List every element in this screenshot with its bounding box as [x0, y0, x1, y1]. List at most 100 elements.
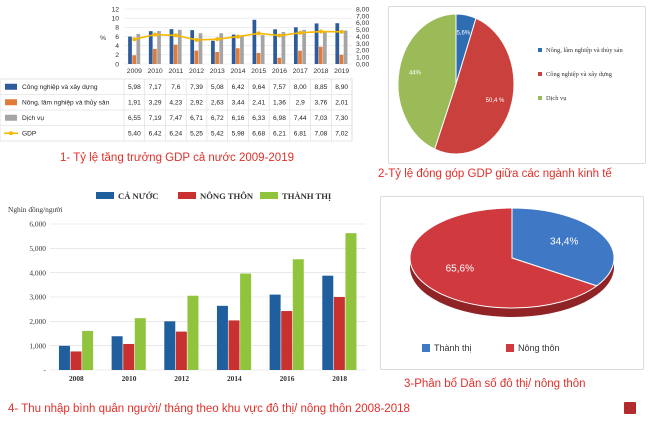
table-cell-value: 6,16: [232, 115, 245, 122]
legend-label: Dịch vụ: [546, 95, 567, 102]
bar: [335, 23, 340, 64]
gdp-point: [298, 30, 303, 35]
table-cell-value: 6,72: [211, 115, 224, 122]
x-tick-label: 2019: [334, 68, 349, 75]
x-tick-label: 2016: [272, 68, 287, 75]
y2-tick-label: 7,00: [356, 13, 369, 20]
caption-sector-contribution: 2-Tỷ lệ đóng góp GDP giữa các ngành kinh…: [378, 168, 612, 180]
table-cell-value: 7,08: [314, 131, 327, 138]
population-distribution-pie: 34,4% 65,6% Thành thị Nông thôn: [409, 207, 615, 353]
pie-slice-label: 65,6%: [446, 264, 474, 275]
x-tick-label: 2010: [122, 374, 137, 383]
bar: [228, 320, 240, 370]
bar: [215, 51, 219, 64]
caption-income: 4- Thu nhập bình quân người/ tháng theo …: [8, 403, 410, 415]
bar: [194, 50, 199, 64]
bar: [281, 32, 286, 64]
table-cell-value: 6,42: [232, 84, 245, 91]
gdp-point: [277, 33, 282, 38]
bar: [333, 297, 345, 370]
table-cell-value: 8,85: [314, 84, 327, 91]
table-cell-value: 6,55: [128, 115, 141, 122]
bar: [343, 30, 348, 65]
bar: [281, 311, 293, 370]
table-cell-value: 5,98: [128, 84, 141, 91]
legend-series-name: Nông, lâm nghiệp và thủy sản: [22, 99, 110, 107]
table-cell-value: 6,98: [273, 115, 286, 122]
pie-slice: [434, 17, 515, 155]
gdp-point: [194, 37, 199, 43]
legend-label: CẢ NƯỚC: [118, 191, 159, 201]
x-tick-label: 2008: [69, 374, 84, 383]
table-cell-value: 6,42: [149, 131, 162, 138]
bar: [260, 34, 265, 64]
x-tick-label: 2016: [280, 374, 295, 383]
table-cell-value: 7,44: [294, 115, 307, 122]
x-tick-label: 2009: [127, 68, 142, 75]
bar: [198, 33, 203, 64]
pie-slice-label: 34,4%: [550, 236, 578, 247]
table-cell-value: 7,02: [335, 131, 348, 138]
bar: [235, 48, 240, 64]
y-tick-label: 4,000: [29, 268, 46, 277]
y-tick-label: -: [44, 366, 47, 375]
bar: [292, 259, 304, 370]
bar: [314, 23, 319, 64]
x-tick-label: 2015: [251, 68, 266, 75]
table-cell-value: 6,71: [190, 115, 203, 122]
gdp-point: [173, 33, 178, 38]
bar: [219, 33, 224, 64]
bar: [136, 33, 141, 64]
bar: [177, 29, 182, 64]
x-tick-label: 2011: [169, 68, 184, 75]
bar: [58, 345, 70, 370]
bar: [123, 343, 135, 370]
table-cell-value: 7,30: [335, 115, 348, 122]
table-cell-value: 5,40: [128, 131, 141, 138]
table-cell-value: 2,63: [211, 100, 224, 107]
table-cell-value: 9,64: [252, 84, 265, 91]
bar: [175, 331, 187, 370]
table-cell-value: 6,21: [273, 131, 286, 138]
caption-gdp-growth: 1- Tỷ lệ tăng trưởng GDP cả nước 2009-20…: [60, 152, 294, 164]
bar: [302, 29, 306, 64]
legend-series-name: Dịch vụ: [22, 115, 44, 122]
x-tick-label: 2014: [230, 68, 245, 75]
gdp-point: [215, 37, 220, 42]
bar: [134, 318, 146, 370]
y-tick-label: 2: [115, 52, 119, 59]
gdp-point: [235, 34, 241, 39]
y2-tick-label: 6,00: [356, 20, 369, 27]
bar: [269, 294, 281, 370]
y-axis-label: Nghìn đồng/người: [8, 205, 63, 214]
pie-slice: [397, 13, 457, 150]
x-tick-label: 2013: [210, 68, 225, 75]
x-tick-label: 2018: [313, 68, 328, 75]
legend-key-swatch: [5, 99, 17, 106]
bar: [187, 295, 199, 370]
bar: [322, 275, 334, 370]
x-tick-label: 2014: [227, 374, 242, 383]
legend-key-marker: [9, 131, 13, 136]
pie-slice-label: 5,6%: [456, 30, 470, 36]
bar: [298, 50, 302, 64]
pie-slice-label: 44%: [409, 71, 422, 77]
y-tick-label: 5,000: [29, 244, 46, 253]
table-cell-value: 2,01: [335, 100, 348, 107]
legend-label: NÔNG THÔN: [200, 191, 254, 201]
table-cell-value: 8,00: [294, 84, 307, 91]
legend-key-swatch: [5, 114, 17, 121]
bar: [70, 351, 82, 370]
pie-slice: [511, 207, 615, 287]
y-tick-label: 4: [115, 43, 119, 50]
bar: [128, 36, 132, 64]
table-cell-value: 7,6: [171, 84, 180, 91]
bar: [211, 40, 215, 64]
table-cell-value: 6,68: [252, 131, 265, 138]
legend-label: Thành thị: [434, 343, 472, 353]
y2-tick-label: 3,00: [356, 41, 369, 48]
table-cell-value: 8,90: [335, 84, 348, 91]
legend-label: Công nghiệp và xây dựng: [546, 71, 613, 78]
y2-tick-label: 2,00: [356, 48, 369, 55]
y-tick-label: 1,000: [29, 341, 46, 350]
